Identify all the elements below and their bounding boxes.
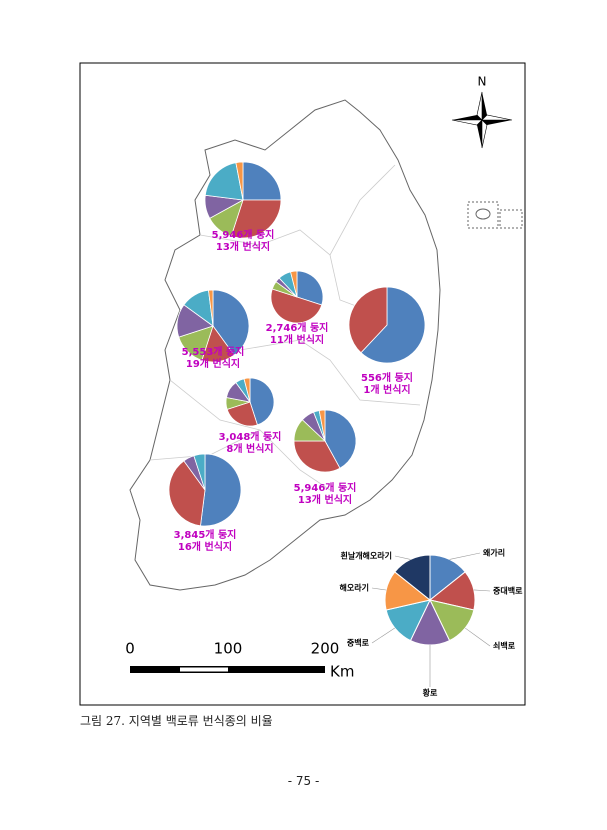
scale-label: 100 bbox=[214, 640, 243, 658]
site-count: 1개 번식지 bbox=[363, 383, 410, 396]
caption: 그림 27. 지역별 백로류 번식종의 비율 bbox=[80, 714, 273, 728]
scale-bar bbox=[180, 667, 228, 672]
pie-slice bbox=[193, 453, 206, 491]
nest-count: 556개 둥지 bbox=[361, 371, 413, 384]
legend-leader bbox=[394, 555, 411, 560]
pie-slice bbox=[249, 377, 275, 426]
page-number: - 75 - bbox=[287, 774, 320, 788]
nest-count: 5,946개 둥지 bbox=[294, 481, 357, 494]
site-count: 13개 번식지 bbox=[298, 493, 352, 506]
pie-slice bbox=[230, 199, 282, 239]
scale-label: 0 bbox=[125, 640, 135, 658]
nest-count: 3,845개 둥지 bbox=[174, 528, 237, 541]
north-label: N bbox=[478, 75, 487, 89]
pie-slice bbox=[212, 289, 250, 356]
nest-count: 3,048개 둥지 bbox=[219, 430, 282, 443]
pie-slice bbox=[200, 453, 242, 527]
nest-count: 5,946개 둥지 bbox=[212, 228, 275, 241]
north-arrow bbox=[451, 91, 513, 149]
pie-slice bbox=[208, 289, 214, 327]
legend-label: 중백로 bbox=[347, 638, 370, 648]
pie-slice bbox=[204, 162, 244, 201]
legend-label: 왜가리 bbox=[483, 548, 505, 558]
scale-label: 200 bbox=[311, 640, 340, 658]
legend-label: 쇠백로 bbox=[493, 641, 516, 651]
legend-label: 해오라기 bbox=[340, 583, 369, 593]
island bbox=[475, 208, 491, 220]
nest-count: 2,746개 둥지 bbox=[266, 321, 329, 334]
site-count: 8개 번식지 bbox=[226, 442, 273, 455]
province-borders bbox=[149, 164, 421, 491]
site-count: 19개 번식지 bbox=[186, 357, 240, 370]
pie-slice bbox=[235, 161, 244, 201]
legend-leader bbox=[371, 587, 387, 591]
legend-label: 중대백로 bbox=[493, 586, 523, 596]
legend-label: 흰날개해오라기 bbox=[340, 551, 392, 561]
legend-leader bbox=[371, 627, 395, 644]
pie-slice bbox=[270, 288, 323, 324]
pie-slice bbox=[360, 286, 426, 364]
nest-count: 5,553개 둥지 bbox=[182, 345, 245, 358]
pie-slice bbox=[324, 409, 357, 469]
scale-unit: Km bbox=[330, 663, 354, 681]
legend-leader bbox=[473, 589, 491, 592]
pie-slice bbox=[293, 440, 341, 473]
site-count: 13개 번식지 bbox=[216, 240, 270, 253]
legend-slice bbox=[394, 554, 431, 602]
pie-slice bbox=[226, 401, 258, 427]
pie-slice bbox=[296, 270, 324, 306]
legend-label: 황로 bbox=[423, 688, 438, 698]
legend-leader bbox=[465, 627, 491, 647]
pie-slice bbox=[318, 409, 326, 442]
pie-slice bbox=[348, 286, 388, 354]
site-count: 11개 번식지 bbox=[270, 333, 324, 346]
site-count: 16개 번식지 bbox=[178, 540, 232, 553]
legend-leader bbox=[449, 552, 481, 560]
pie-slice bbox=[242, 161, 282, 201]
pie-slice bbox=[243, 377, 251, 403]
pie-slice bbox=[168, 460, 206, 527]
pie-slice bbox=[290, 270, 298, 298]
